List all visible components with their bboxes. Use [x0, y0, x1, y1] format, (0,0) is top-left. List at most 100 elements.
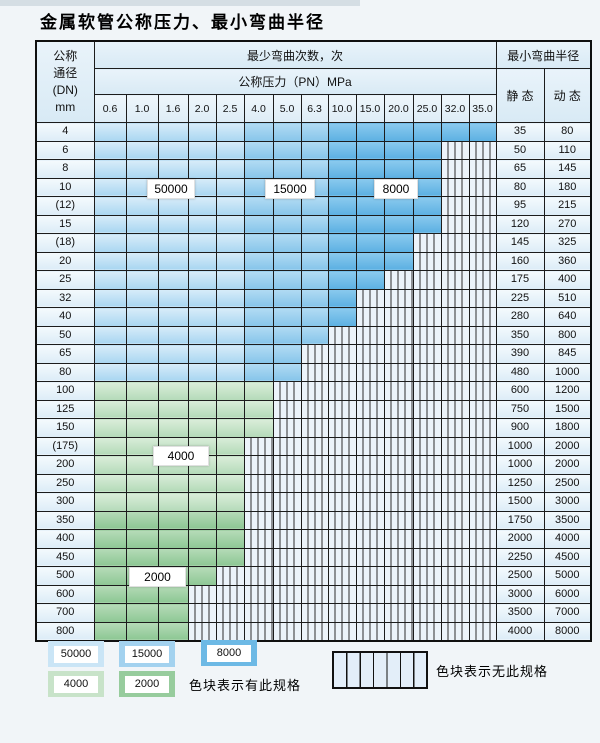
table-row-dn-80: 80 480 1000: [35, 362, 592, 382]
table-row-dn-500: 500 2500 5000: [35, 566, 592, 586]
spec-cell: [93, 122, 127, 142]
spec-cell: [243, 307, 274, 327]
spec-cell: [157, 214, 189, 234]
spec-cell: [187, 529, 217, 549]
spec-cell: [243, 603, 274, 623]
spec-cell: [412, 603, 442, 623]
spec-cell: [243, 325, 274, 345]
spec-cell: [300, 122, 329, 142]
spec-cell: [93, 473, 127, 493]
table-row-dn-40: 40 280 640: [35, 307, 592, 327]
spec-cell: [215, 270, 245, 290]
dn-cell: 250: [35, 473, 95, 493]
spec-cell: [272, 214, 302, 234]
spec-cell: [355, 251, 385, 271]
spec-cell: [440, 621, 470, 642]
spec-cell: [468, 177, 497, 197]
spec-cell: [300, 140, 329, 160]
dn-cell: 125: [35, 399, 95, 419]
spec-cell: [157, 529, 189, 549]
spec-cell: [300, 418, 329, 438]
spec-cell: [468, 307, 497, 327]
spec-cell: [300, 233, 329, 253]
spec-cell: [468, 529, 497, 549]
spec-cell: [125, 381, 159, 401]
zone-label-4000: 4000: [153, 446, 209, 466]
spec-cell: [187, 418, 217, 438]
spec-cell: [383, 122, 414, 142]
spec-cell: [243, 214, 274, 234]
pressure-col-4.0: 4.0: [243, 94, 274, 123]
spec-cell: [243, 418, 274, 438]
spec-cell: [125, 307, 159, 327]
spec-cell: [243, 436, 274, 456]
spec-cell: [468, 159, 497, 179]
spec-cell: [93, 621, 127, 642]
spec-cell: [327, 270, 357, 290]
spec-cell: [272, 547, 302, 567]
spec-cell: [327, 418, 357, 438]
spec-cell: [272, 510, 302, 530]
spec-cell: [125, 455, 159, 475]
dn-cell: 50: [35, 325, 95, 345]
spec-cell: [383, 251, 414, 271]
static-radius-cell: 1500: [495, 492, 545, 512]
legend-unavailable-note: 色块表示无此规格: [436, 664, 549, 679]
spec-cell: [327, 159, 357, 179]
header-row-1: 公称 通径 (DN) mm 最少弯曲次数，次 最小弯曲半径: [35, 40, 592, 123]
spec-cell: [327, 399, 357, 419]
spec-cell: [383, 603, 414, 623]
spec-cell: [93, 307, 127, 327]
spec-cell: [300, 473, 329, 493]
spec-cell: [355, 270, 385, 290]
spec-cell: [243, 251, 274, 271]
spec-cell: [468, 214, 497, 234]
spec-cell: [157, 122, 189, 142]
spec-cell: [272, 140, 302, 160]
spec-cell: [157, 140, 189, 160]
spec-cell: [468, 233, 497, 253]
spec-cell: [215, 529, 245, 549]
spec-cell: [300, 325, 329, 345]
spec-cell: [355, 362, 385, 382]
spec-cell: [125, 270, 159, 290]
spec-cell: [300, 196, 329, 216]
spec-cell: [383, 529, 414, 549]
dn-cell: 25: [35, 270, 95, 290]
pressure-col-2.0: 2.0: [187, 94, 217, 123]
spec-cell: [272, 159, 302, 179]
spec-cell: [187, 159, 217, 179]
spec-cell: [327, 621, 357, 642]
spec-cell: [125, 344, 159, 364]
spec-cell: [215, 251, 245, 271]
spec-cell: [440, 381, 470, 401]
spec-cell: [243, 196, 274, 216]
spec-cell: [157, 344, 189, 364]
dn-cell: (12): [35, 196, 95, 216]
spec-cell: [187, 233, 217, 253]
spec-cell: [243, 399, 274, 419]
spec-cell: [412, 510, 442, 530]
spec-cell: [327, 196, 357, 216]
static-radius-cell: 95: [495, 196, 545, 216]
spec-cell: [300, 362, 329, 382]
static-radius-cell: 2250: [495, 547, 545, 567]
spec-cell: [440, 455, 470, 475]
spec-cell: [383, 325, 414, 345]
spec-cell: [187, 621, 217, 642]
dn-cell: 100: [35, 381, 95, 401]
dn-cell: 32: [35, 288, 95, 308]
spec-cell: [215, 492, 245, 512]
spec-cell: [440, 473, 470, 493]
spec-cell: [440, 214, 470, 234]
static-radius-cell: 600: [495, 381, 545, 401]
spec-cell: [243, 344, 274, 364]
spec-cell: [243, 381, 274, 401]
spec-cell: [215, 381, 245, 401]
spec-cell: [157, 288, 189, 308]
spec-cell: [468, 584, 497, 604]
spec-cell: [272, 233, 302, 253]
table-row-dn-350: 350 1750 3500: [35, 510, 592, 530]
spec-cell: [125, 214, 159, 234]
spec-cell: [187, 362, 217, 382]
